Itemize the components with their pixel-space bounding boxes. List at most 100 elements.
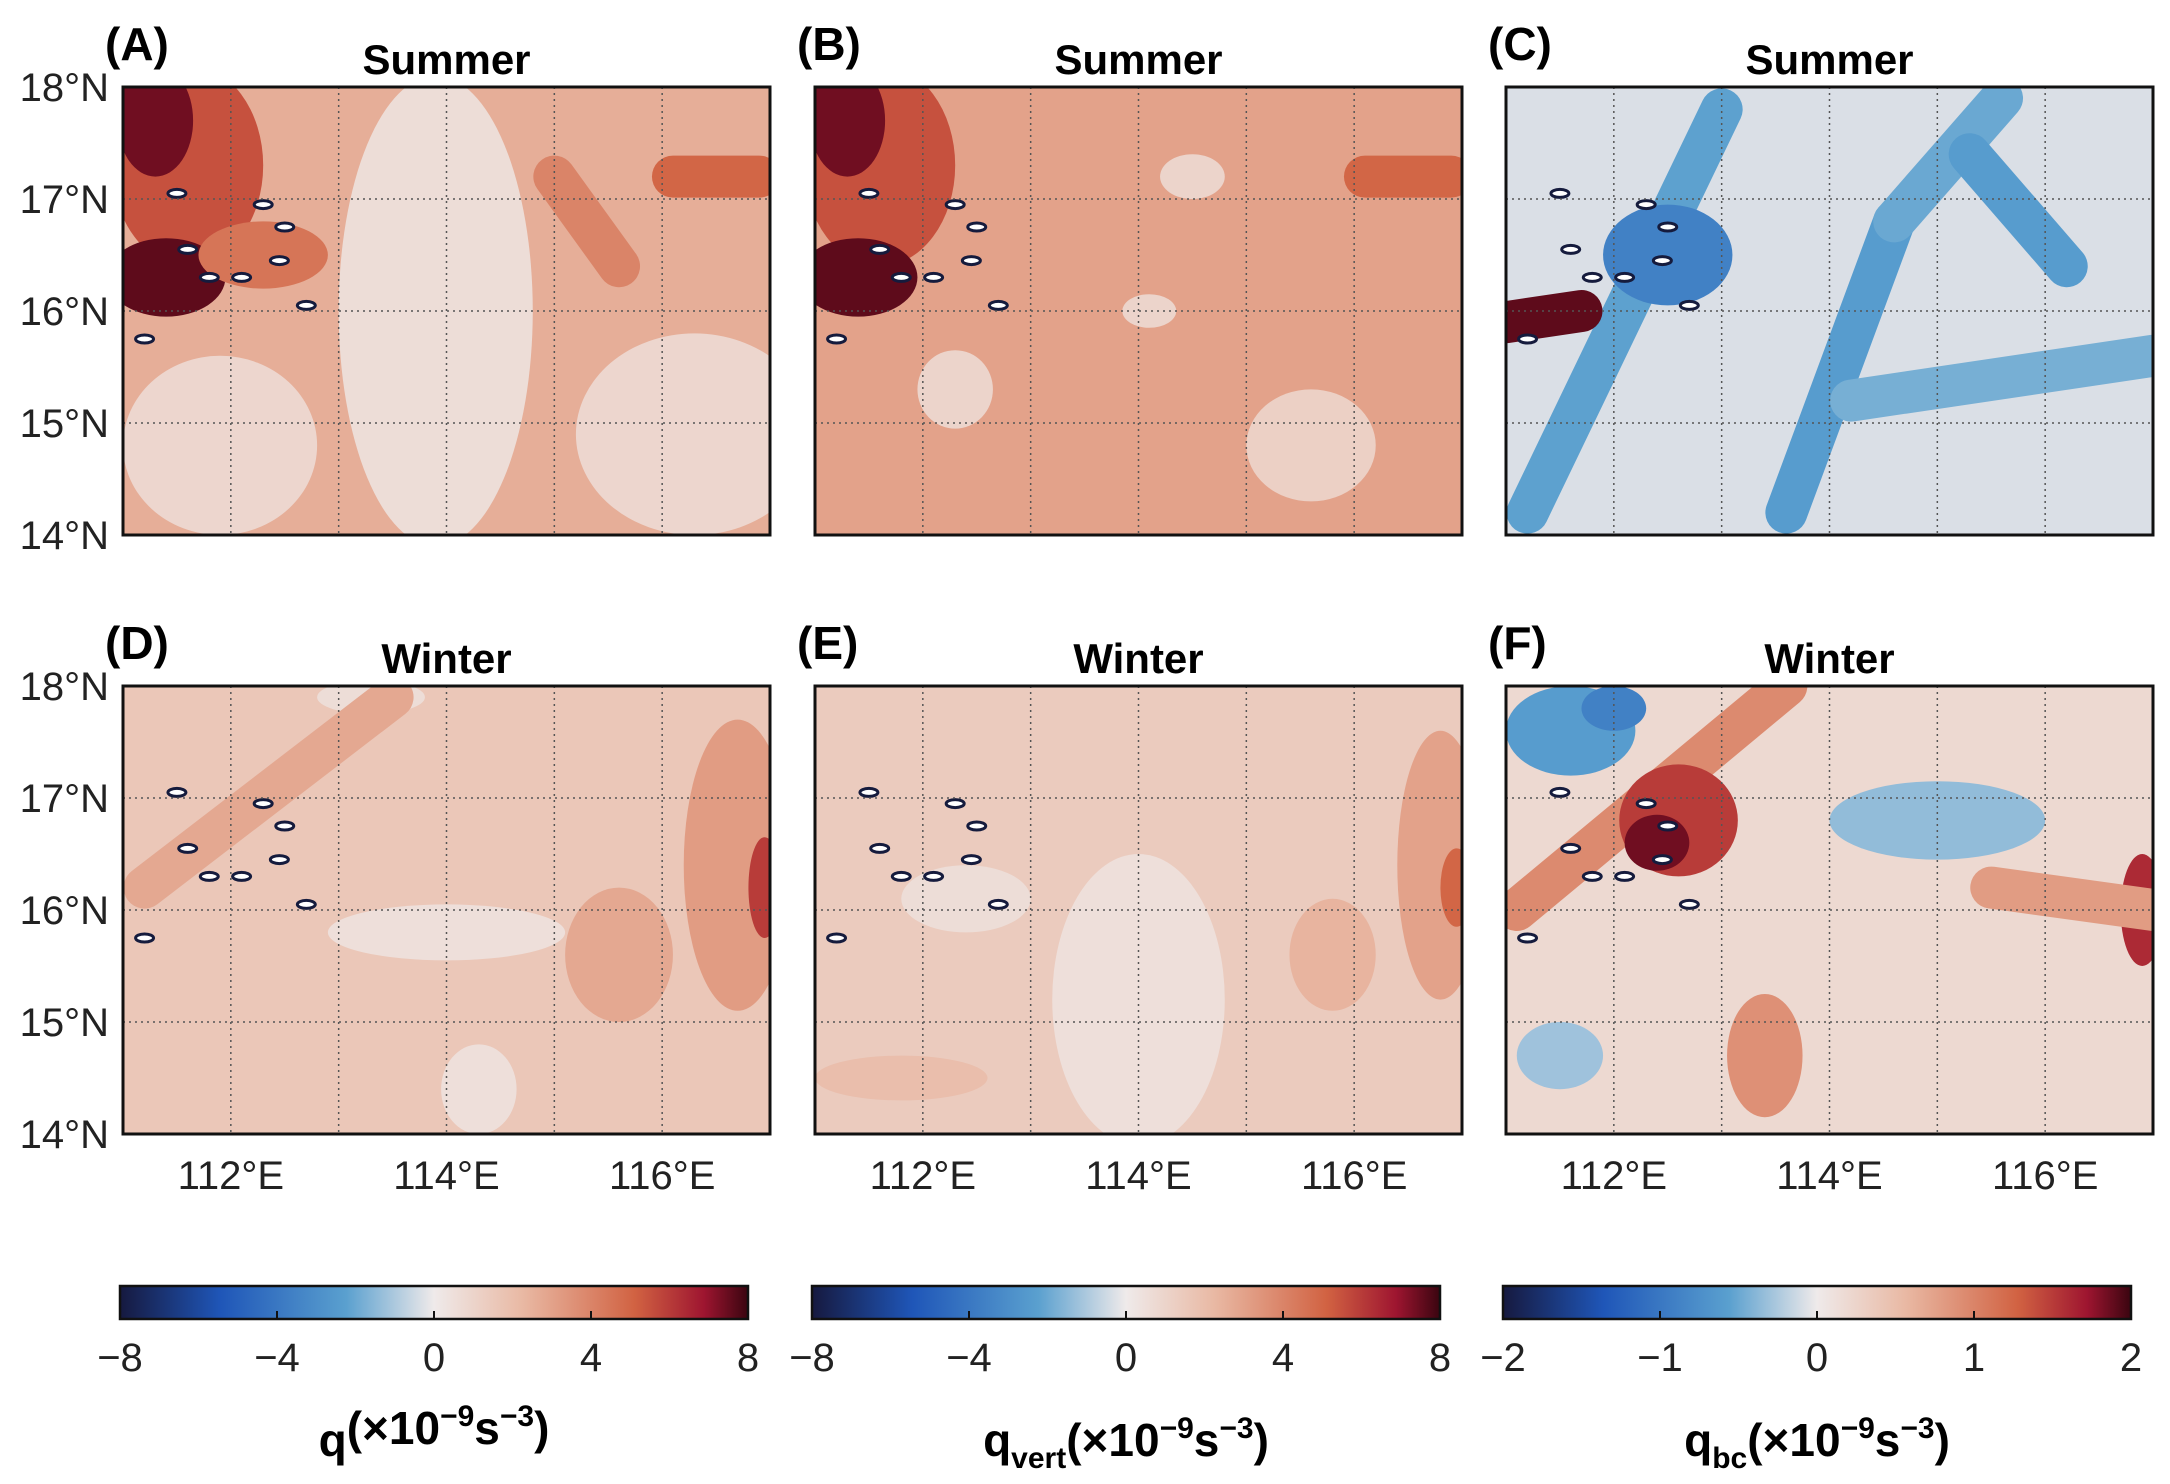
colorbar-tick-label: −2 [1480,1336,1526,1380]
heatmap-streak [1506,88,1743,534]
island-marker [858,187,880,199]
y-tick-label: 17°N [20,178,109,222]
colorbar-label: qvert(×10−9s−3) [983,1412,1269,1475]
island-marker [1549,187,1571,199]
island-marker [198,271,220,283]
island-marker [268,255,290,267]
panel-letter: (F) [1488,617,1547,669]
panel-frame [1504,684,2155,1136]
island-marker [252,798,274,810]
x-tick-label: 112°E [870,1154,976,1198]
island-marker [966,820,988,832]
heatmap-field [815,686,1462,1134]
heatmap-patch [1440,848,1462,927]
heatmap-patch [815,1055,988,1101]
y-tick-label: 18°N [20,66,109,110]
island-marker [198,870,220,882]
heatmap-streak [1948,133,2088,288]
heatmap-streak [1830,334,2153,422]
panel-letter: (D) [105,617,169,669]
x-tick-label: 114°E [1776,1154,1882,1198]
panel-frame [813,684,1464,1136]
heatmap-field [815,87,1462,535]
colorbar: −2 −1 0 1 2 qbc(×10−9s−3) [1480,1284,2142,1475]
colorbar-tick-label: −4 [946,1336,992,1380]
heatmap-patch [748,837,770,938]
island-marker [1651,854,1673,866]
heatmap-field [123,686,770,1134]
heatmap-streak [123,686,414,909]
colorbar-label: qbc(×10−9s−3) [1684,1412,1950,1475]
island-marker [826,932,848,944]
colorbars: −8 −4 0 4 8 q(×10−9s−3) −8 −4 0 4 8 qvert(×10−9s−3)… [97,1284,2142,1475]
island-marker [987,299,1009,311]
island-marker [987,898,1009,910]
y-tick-label: 15°N [20,402,109,446]
heatmap-patch [917,350,993,429]
island-marker [960,255,982,267]
heatmap-patch [683,719,770,1011]
x-tick-label: 114°E [1085,1154,1191,1198]
heatmap-patch [1829,781,2046,860]
panel-frame [121,684,772,1136]
island-marker [1560,842,1582,854]
island-marker [1581,271,1603,283]
island-marker [1517,932,1539,944]
panel-letter: (E) [797,617,858,669]
heatmap-streak [1765,200,1916,534]
heatmap-patch [123,355,318,535]
heatmap-patch [1160,154,1225,200]
heatmap-patch [901,865,1031,933]
heatmap-patch [123,87,194,177]
colorbar-tick-label: 2 [2120,1336,2142,1380]
heatmap-patch [441,1044,517,1134]
heatmap-field [1506,686,2153,1134]
map-panel: (C) Summer [1488,18,2155,537]
island-marker [966,221,988,233]
panel-title: Winter [1764,635,1894,682]
heatmap-streak [1970,866,2153,931]
island-marker [1560,243,1582,255]
x-tick-label: 116°E [1992,1154,2098,1198]
heatmap-streak [1506,290,1603,344]
map-panel: (B) Summer [797,18,1464,537]
panel-title: Winter [381,635,511,682]
colorbar: −8 −4 0 4 8 qvert(×10−9s−3) [789,1284,1451,1475]
heatmap-streak [1873,87,2024,243]
panel-letter: (B) [797,18,861,70]
panel-frame [813,85,1464,537]
heatmap-patch [1122,294,1177,328]
heatmap-patch [1516,1022,1604,1090]
y-tick-label: 17°N [20,777,109,821]
island-marker [1657,221,1679,233]
colorbar: −8 −4 0 4 8 q(×10−9s−3) [97,1284,759,1466]
map-panel: (D) Winter 14°N 15°N 16°N 17°N 18°N 112°E 114°E 1… [20,617,772,1198]
island-marker [1678,299,1700,311]
island-marker [1651,255,1673,267]
island-marker [274,221,296,233]
panel-letter: (C) [1488,18,1552,70]
colorbar-tick-label: 0 [1115,1336,1137,1380]
y-tick-label: 14°N [20,1113,109,1157]
island-marker [890,870,912,882]
island-marker [252,199,274,211]
colorbar-tick-label: −4 [254,1336,300,1380]
colorbar-tick-label: 4 [1272,1336,1294,1380]
colorbar-label: q(×10−9s−3) [319,1400,550,1466]
colorbar-tick-label: −1 [1637,1336,1683,1380]
island-marker [1517,333,1539,345]
colorbar-tick-label: 0 [1806,1336,1828,1380]
island-marker [944,798,966,810]
heatmap-patch [1052,854,1225,1134]
y-tick-label: 15°N [20,1001,109,1045]
heatmap-field [123,87,770,535]
heatmap-patch [1727,994,1803,1118]
heatmap-field [1506,87,2153,535]
map-panel: (E) Winter 112°E 114°E 116°E [797,617,1464,1198]
colorbar-tick-label: 0 [423,1336,445,1380]
heatmap-patch [1603,204,1733,306]
heatmap-patch [575,333,770,535]
panel-frame [1504,85,2155,537]
island-marker [858,786,880,798]
colorbar-tick-label: −8 [789,1336,835,1380]
